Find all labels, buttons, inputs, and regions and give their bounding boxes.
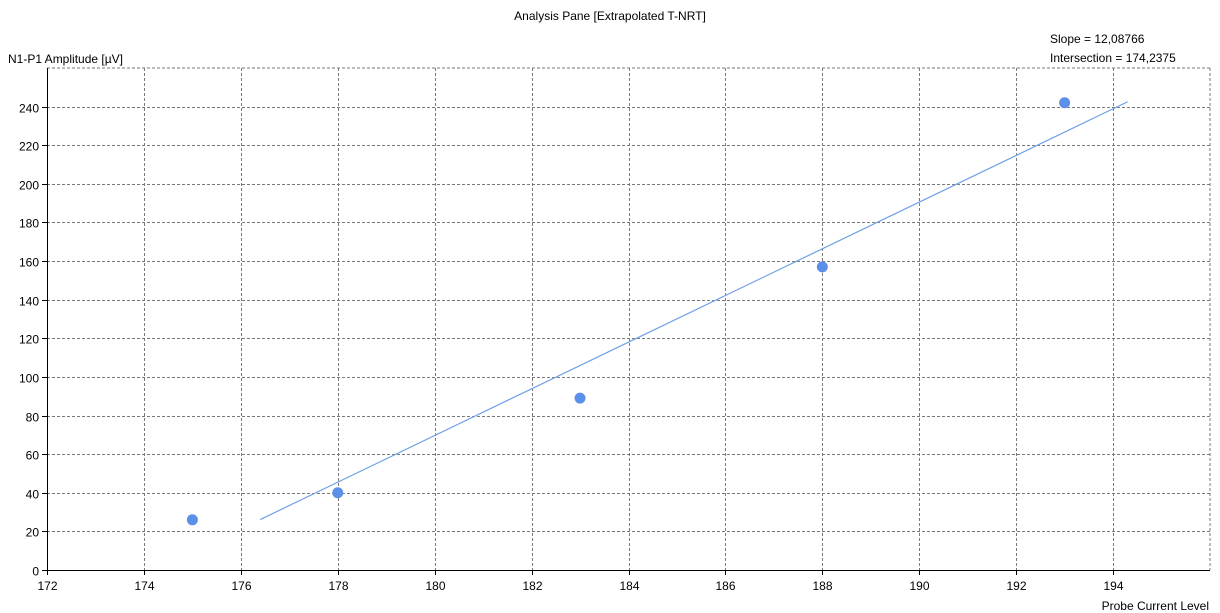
x-tick-label: 182 <box>522 579 542 593</box>
y-tick-label: 160 <box>19 256 39 270</box>
y-tick-label: 120 <box>19 333 39 347</box>
y-tick-label: 40 <box>26 488 40 502</box>
y-tick-label: 60 <box>26 449 40 463</box>
x-tick-label: 172 <box>37 579 57 593</box>
y-axis-label: N1-P1 Amplitude [µV] <box>8 52 123 66</box>
fit-line-group <box>260 102 1127 520</box>
fit-line <box>260 102 1127 520</box>
x-axis-label: Probe Current Level <box>1102 599 1209 613</box>
y-tick-label: 100 <box>19 372 39 386</box>
data-point <box>817 261 828 272</box>
slope-annotation: Slope = 12,08766 <box>1050 32 1145 46</box>
x-tick-label: 186 <box>715 579 735 593</box>
data-points <box>187 97 1070 525</box>
x-tick-label: 190 <box>909 579 929 593</box>
x-tick-label: 194 <box>1103 579 1123 593</box>
y-tick-label: 220 <box>19 140 39 154</box>
y-tick-label: 240 <box>19 102 39 116</box>
y-tick-label: 20 <box>26 526 40 540</box>
x-tick-label: 184 <box>619 579 639 593</box>
data-point <box>187 514 198 525</box>
intersection-annotation: Intersection = 174,2375 <box>1050 51 1176 65</box>
grid-lines <box>47 68 1210 570</box>
y-tick-label: 0 <box>32 565 39 579</box>
data-point <box>1059 97 1070 108</box>
x-tick-label: 174 <box>134 579 154 593</box>
x-tick-label: 192 <box>1006 579 1026 593</box>
y-tick-label: 80 <box>26 411 40 425</box>
data-point <box>332 487 343 498</box>
x-tick-label: 188 <box>812 579 832 593</box>
y-tick-label: 200 <box>19 179 39 193</box>
chart-title: Analysis Pane [Extrapolated T-NRT] <box>514 9 706 23</box>
x-tick-label: 180 <box>425 579 445 593</box>
axes <box>42 68 1210 575</box>
data-point <box>575 393 586 404</box>
y-tick-label: 180 <box>19 217 39 231</box>
x-tick-label: 178 <box>328 579 348 593</box>
tick-labels: 172 174 176 178 180 182 184 186 188 190 192 194 0 20 4… <box>19 102 1124 594</box>
y-tick-label: 140 <box>19 295 39 309</box>
x-tick-label: 176 <box>231 579 251 593</box>
